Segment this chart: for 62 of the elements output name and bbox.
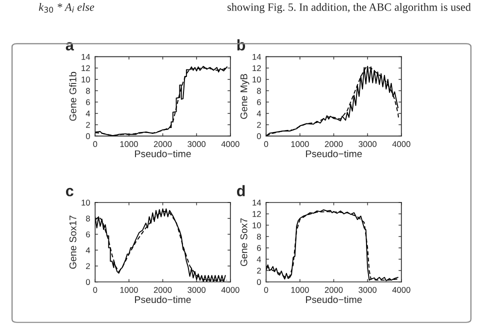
x-tick-label: 0 [264, 286, 268, 293]
chart-title: d [237, 185, 245, 196]
y-tick-label: 8 [86, 216, 90, 222]
y-axis-title: Gene Sox7 [240, 218, 248, 266]
x-tick-label: 1000 [120, 141, 138, 148]
y-tick-label: 0 [86, 133, 90, 140]
y-tick-label: 6 [257, 99, 261, 106]
x-tick-label: 4000 [392, 141, 410, 148]
y-tick-label: 12 [82, 65, 90, 72]
y-tick-label: 0 [256, 133, 261, 140]
x-tick-label: 0 [93, 141, 98, 148]
y-tick-label: 8 [257, 88, 261, 94]
y-tick-label: 0 [256, 279, 261, 285]
x-axis-title: Pseudo−time [135, 296, 191, 304]
x-tick-label: 3000 [358, 141, 377, 148]
y-tick-label: 4 [86, 247, 90, 254]
x-tick-label: 2000 [154, 141, 172, 148]
y-tick-label: 6 [86, 231, 90, 238]
y-tick-label: 6 [86, 99, 90, 106]
y-tick-label: 14 [252, 54, 262, 60]
y-axis-title: Gene Gfi1b [69, 72, 76, 121]
chart-title: c [66, 188, 74, 196]
x-tick-label: 1000 [291, 286, 309, 293]
y-tick-label: 0 [86, 279, 90, 285]
y-tick-label: 2 [257, 268, 261, 274]
y-tick-label: 10 [82, 200, 90, 206]
y-tick-label: 2 [86, 122, 90, 128]
y-tick-label: 12 [252, 211, 261, 217]
y-tick-label: 4 [256, 256, 262, 262]
x-tick-label: 4000 [221, 141, 240, 148]
x-tick-label: 4000 [392, 286, 410, 293]
x-tick-label: 1000 [120, 286, 138, 293]
x-axis-title: Pseudo−time [306, 296, 362, 304]
x-tick-label: 2000 [324, 141, 343, 148]
x-tick-label: 3000 [188, 141, 206, 148]
x-tick-label: 1000 [291, 141, 309, 148]
y-tick-label: 12 [252, 65, 261, 72]
x-tick-label: 0 [93, 286, 98, 293]
y-tick-label: 10 [252, 76, 261, 82]
x-tick-label: 2000 [324, 286, 343, 293]
y-tick-label: 8 [86, 88, 90, 94]
x-tick-label: 3000 [188, 286, 206, 293]
x-tick-label: 2000 [154, 286, 172, 293]
text: showing Fig. 5. In addition, the ABC algorithm is used [228, 3, 471, 14]
text: k$_{30}$ * A$_{i}$ else [38, 2, 94, 13]
y-axis-title: Gene MyB [240, 74, 250, 119]
x-axis-title: Pseudo−time [306, 150, 362, 158]
x-tick-label: 3000 [358, 286, 377, 293]
x-axis-title: Pseudo−time [135, 150, 191, 158]
y-tick-label: 2 [86, 263, 90, 270]
y-tick-label: 10 [82, 76, 90, 82]
y-tick-label: 14 [252, 200, 262, 206]
y-tick-label: 2 [257, 122, 261, 128]
y-tick-label: 14 [82, 54, 90, 60]
y-axis-title: Gene Sox17 [69, 216, 76, 269]
y-tick-label: 6 [257, 245, 261, 251]
x-tick-label: 4000 [221, 286, 240, 293]
y-tick-label: 4 [256, 110, 262, 116]
y-tick-label: 4 [86, 110, 90, 116]
y-tick-label: 8 [257, 234, 261, 240]
y-tick-label: 10 [252, 222, 261, 228]
x-tick-label: 0 [264, 141, 268, 148]
